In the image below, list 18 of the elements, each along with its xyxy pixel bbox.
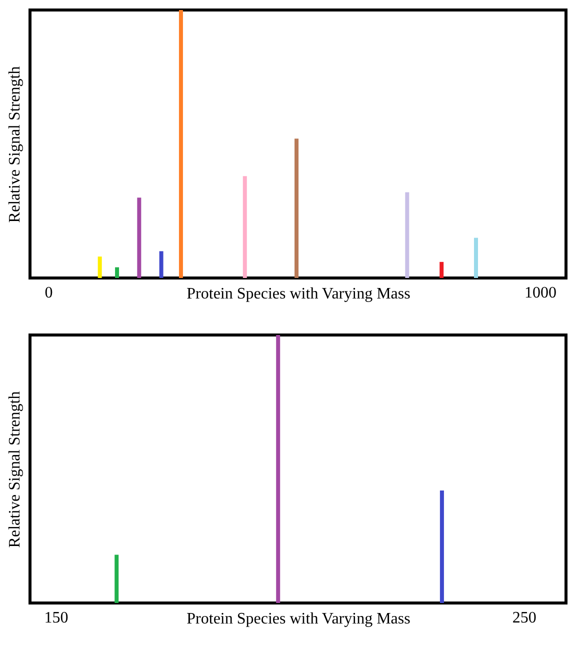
- bar: [159, 251, 164, 278]
- x-tick-label: 150: [44, 610, 68, 626]
- bar: [242, 176, 247, 278]
- bar: [294, 138, 299, 278]
- y-axis-title: Relative Signal Strength: [6, 66, 24, 223]
- y-axis-title: Relative Signal Strength: [6, 391, 24, 548]
- x-tick-label: 0: [44, 284, 53, 302]
- bar: [115, 267, 120, 278]
- bar: [98, 256, 102, 278]
- x-tick-label: 1000: [524, 284, 556, 302]
- bar: [137, 198, 142, 278]
- bar: [474, 238, 478, 278]
- x-axis-title: Protein Species with Varying Mass: [186, 610, 410, 628]
- bar: [440, 262, 444, 278]
- bar: [405, 192, 410, 278]
- bar: [178, 10, 183, 278]
- x-axis-title: Protein Species with Varying Mass: [186, 286, 410, 302]
- x-tick-label: 250: [512, 610, 536, 626]
